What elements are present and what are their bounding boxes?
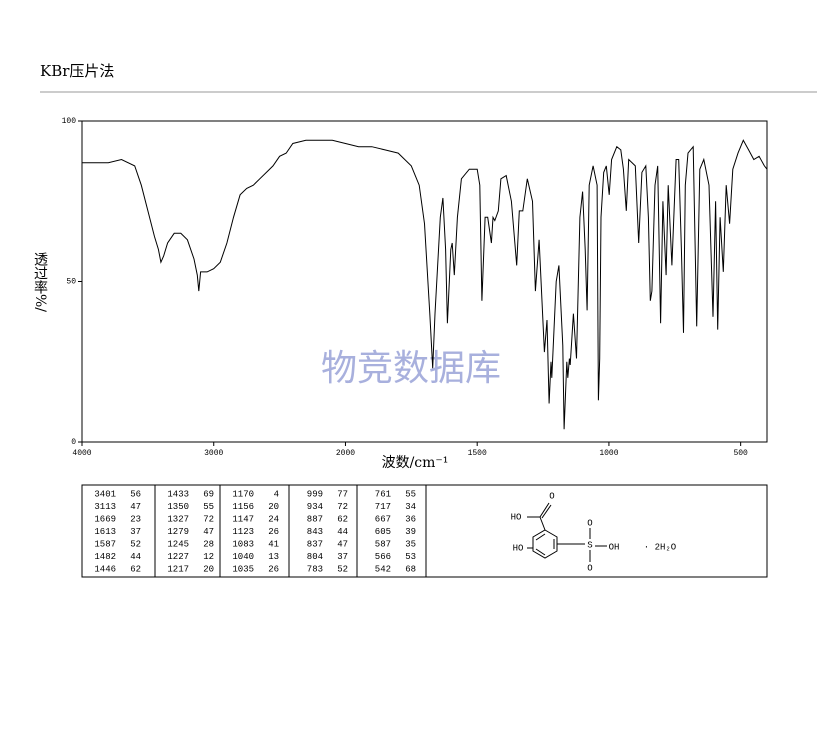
peak-intensity: 72: [203, 514, 214, 524]
peak-wavenumber: 1482: [94, 552, 116, 562]
peak-wavenumber: 1156: [232, 502, 254, 512]
structure-label: O: [549, 491, 554, 501]
structure-label: HO: [513, 543, 524, 553]
peak-intensity: 72: [337, 502, 348, 512]
peak-wavenumber: 1227: [167, 552, 189, 562]
watermark: 物竞数据库: [321, 348, 501, 389]
peak-intensity: 23: [130, 514, 141, 524]
peak-wavenumber: 1147: [232, 514, 254, 524]
peak-intensity: 28: [203, 539, 214, 549]
peak-intensity: 47: [337, 539, 348, 549]
peak-intensity: 20: [268, 502, 279, 512]
peak-wavenumber: 587: [375, 539, 391, 549]
peak-wavenumber: 717: [375, 502, 391, 512]
peak-intensity: 44: [130, 552, 141, 562]
y-tick-label: 100: [62, 117, 77, 126]
x-axis-label: 波数/cm⁻¹: [382, 455, 449, 471]
peak-intensity: 55: [405, 489, 416, 499]
peak-intensity: 13: [268, 552, 279, 562]
y-axis-label: 透过率%/: [32, 252, 48, 312]
peak-intensity: 77: [337, 489, 348, 499]
x-tick-label: 500: [733, 449, 748, 458]
peak-wavenumber: 1170: [232, 489, 254, 499]
table-frame: [81, 484, 768, 578]
peak-wavenumber: 1245: [167, 539, 189, 549]
y-tick-label: 50: [66, 278, 76, 287]
header-title: KBr压片法: [40, 62, 114, 80]
y-tick-label: 0: [71, 438, 76, 447]
structure-label: HO: [511, 512, 522, 522]
peak-intensity: 26: [268, 527, 279, 537]
peak-wavenumber: 3113: [94, 502, 116, 512]
peak-wavenumber: 804: [307, 552, 323, 562]
x-tick-label: 4000: [72, 449, 91, 458]
x-tick-label: 2000: [336, 449, 355, 458]
peak-wavenumber: 605: [375, 527, 391, 537]
peak-intensity: 34: [405, 502, 416, 512]
peak-wavenumber: 1669: [94, 514, 116, 524]
x-tick-label: 1000: [599, 449, 618, 458]
peak-wavenumber: 1587: [94, 539, 116, 549]
peak-intensity: 4: [274, 489, 279, 499]
peak-intensity: 47: [203, 527, 214, 537]
structure-label: O: [587, 563, 592, 573]
peak-wavenumber: 1279: [167, 527, 189, 537]
peak-wavenumber: 1217: [167, 564, 189, 574]
structure-label: · 2H₂O: [644, 542, 676, 552]
peak-wavenumber: 1433: [167, 489, 189, 499]
peak-intensity: 24: [268, 514, 279, 524]
peak-intensity: 37: [337, 552, 348, 562]
peak-intensity: 39: [405, 527, 416, 537]
peak-intensity: 53: [405, 552, 416, 562]
peak-intensity: 52: [337, 564, 348, 574]
peak-intensity: 20: [203, 564, 214, 574]
peak-intensity: 36: [405, 514, 416, 524]
peak-intensity: 52: [130, 539, 141, 549]
structure-label: O: [587, 518, 592, 528]
peak-wavenumber: 1083: [232, 539, 254, 549]
peak-intensity: 26: [268, 564, 279, 574]
peak-wavenumber: 783: [307, 564, 323, 574]
peak-wavenumber: 837: [307, 539, 323, 549]
peak-wavenumber: 761: [375, 489, 391, 499]
peak-intensity: 68: [405, 564, 416, 574]
peak-intensity: 37: [130, 527, 141, 537]
plot-frame: [81, 120, 768, 443]
peak-wavenumber: 1123: [232, 527, 254, 537]
peak-wavenumber: 667: [375, 514, 391, 524]
peak-intensity: 62: [337, 514, 348, 524]
peak-wavenumber: 1327: [167, 514, 189, 524]
x-tick-label: 3000: [204, 449, 223, 458]
peak-wavenumber: 999: [307, 489, 323, 499]
peak-wavenumber: 542: [375, 564, 391, 574]
peak-wavenumber: 843: [307, 527, 323, 537]
structure-label: S: [587, 540, 592, 550]
peak-intensity: 41: [268, 539, 279, 549]
peak-wavenumber: 1035: [232, 564, 254, 574]
peak-intensity: 47: [130, 502, 141, 512]
peak-intensity: 35: [405, 539, 416, 549]
peak-wavenumber: 566: [375, 552, 391, 562]
peak-intensity: 55: [203, 502, 214, 512]
peak-wavenumber: 934: [307, 502, 323, 512]
x-tick-label: 1500: [468, 449, 487, 458]
spectrum-line: [82, 139, 768, 430]
peak-wavenumber: 1040: [232, 552, 254, 562]
structure-label: OH: [609, 542, 620, 552]
structure-bonds: [527, 502, 607, 562]
peak-wavenumber: 3401: [94, 489, 116, 499]
peak-intensity: 44: [337, 527, 348, 537]
peak-wavenumber: 1350: [167, 502, 189, 512]
peak-intensity: 56: [130, 489, 141, 499]
peak-wavenumber: 1613: [94, 527, 116, 537]
peak-wavenumber: 887: [307, 514, 323, 524]
peak-intensity: 12: [203, 552, 214, 562]
peak-intensity: 69: [203, 489, 214, 499]
peak-wavenumber: 1446: [94, 564, 116, 574]
peak-intensity: 62: [130, 564, 141, 574]
